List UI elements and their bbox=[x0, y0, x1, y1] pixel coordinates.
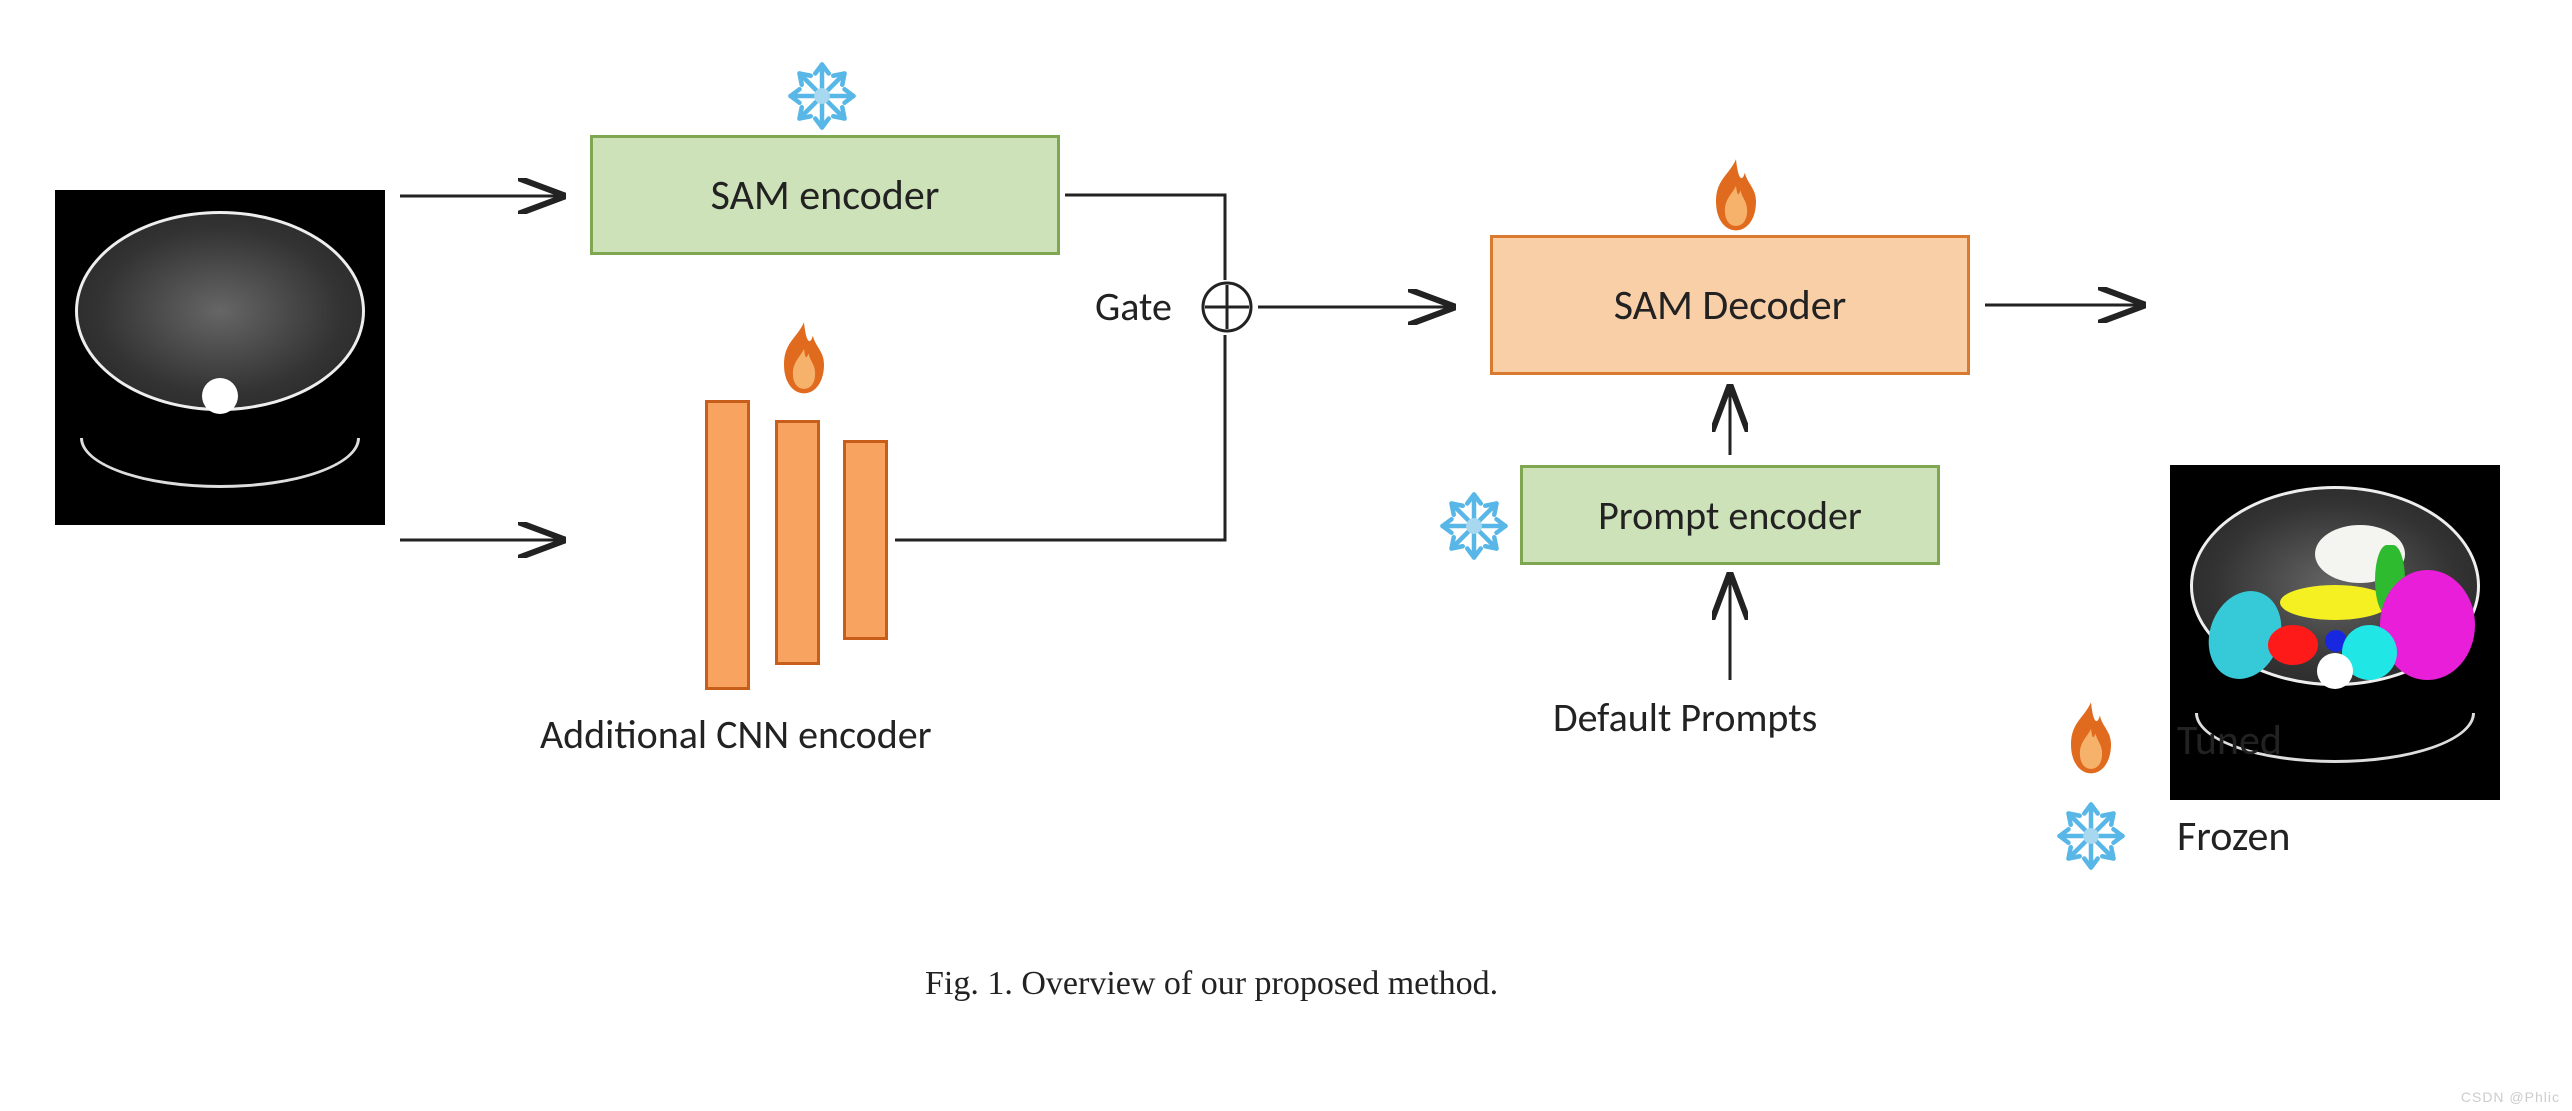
legend-tuned: Tuned bbox=[2055, 700, 2282, 780]
diagram-root: SAM encoder SAM Decoder Prompt encoder A… bbox=[0, 0, 2572, 1111]
snowflake-icon bbox=[786, 60, 858, 132]
fire-icon bbox=[768, 320, 840, 400]
fire-icon bbox=[1700, 157, 1772, 237]
watermark: CSDN @Phlic bbox=[2461, 1089, 2560, 1105]
legend-frozen-label: Frozen bbox=[2177, 811, 2290, 862]
snowflake-icon bbox=[1438, 490, 1510, 562]
snowflake-icon bbox=[2055, 800, 2127, 872]
fire-icon bbox=[2055, 700, 2127, 780]
figure-caption: Fig. 1. Overview of our proposed method. bbox=[925, 965, 1498, 1003]
legend-tuned-label: Tuned bbox=[2177, 715, 2282, 766]
arrows-layer bbox=[0, 0, 2572, 1111]
legend-frozen: Frozen bbox=[2055, 800, 2290, 872]
